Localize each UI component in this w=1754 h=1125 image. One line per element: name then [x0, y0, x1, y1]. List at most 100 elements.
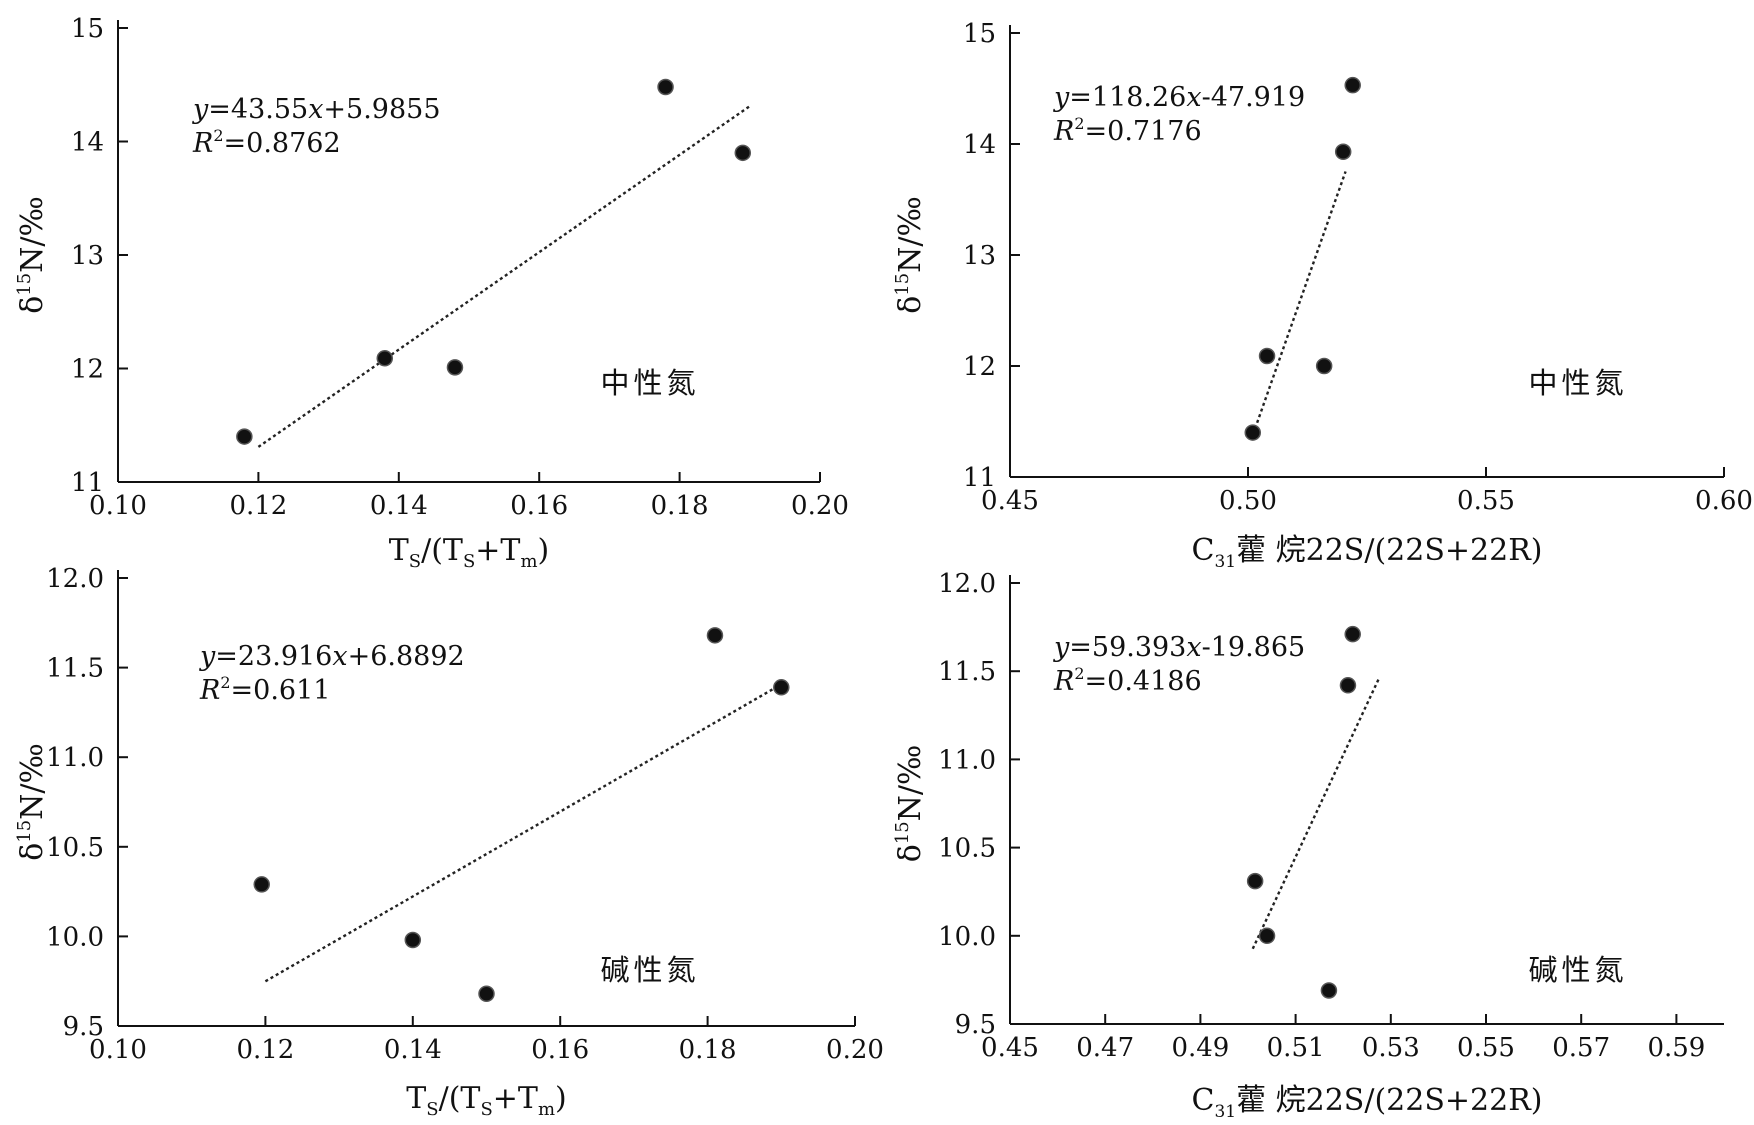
- data-point: [657, 78, 674, 96]
- trend-line: [1251, 678, 1380, 950]
- x-axis-title: TS/(TS+Tm): [406, 1081, 566, 1120]
- y-tick-label: 11.0: [46, 743, 104, 773]
- y-tick-label: 11: [71, 468, 104, 498]
- regression-equation-var: x: [1186, 82, 1201, 113]
- x-axis-title-part: 藿 烷22S/(22S+22R): [1236, 1083, 1542, 1118]
- r-squared-sup: 2: [1074, 664, 1084, 683]
- regression-equation-var: x: [332, 641, 347, 672]
- y-axis-title: δ15N/‰: [892, 745, 928, 863]
- y-axis-title-part: N/‰: [15, 196, 50, 273]
- regression-equation-part: +6.8892: [348, 641, 465, 672]
- category-label: 中性氮: [600, 366, 699, 400]
- regression-equation-var: y: [192, 94, 209, 125]
- x-axis-title-part: C: [1191, 1083, 1214, 1118]
- regression-equation-part: -19.865: [1202, 632, 1306, 663]
- regression-equation-var: x: [1186, 632, 1201, 663]
- regression-equation-var: y: [1053, 632, 1070, 663]
- data-point: [404, 931, 422, 949]
- category-label: 中性氮: [1528, 366, 1627, 400]
- regression-equation-part: =118.26: [1069, 82, 1186, 113]
- data-point: [1344, 625, 1361, 643]
- x-axis-title-part: ): [538, 533, 550, 568]
- regression-equation: y=23.916x+6.8892: [199, 641, 465, 672]
- data-point: [478, 985, 495, 1002]
- data-point: [1258, 927, 1276, 945]
- regression-equation: y=59.393x-19.865: [1053, 632, 1305, 663]
- x-tick-label: 0.10: [89, 491, 147, 521]
- y-axis-title-part: δ: [893, 296, 928, 314]
- r-squared-value: =0.4186: [1085, 666, 1202, 697]
- panel-top-right: 0.45 0.50 0.55 0.60 11 12 13 14 15 C31藿 烷22S/(22S…: [892, 19, 1753, 572]
- r-squared-var: R: [1053, 116, 1074, 147]
- x-tick-label: 0.12: [229, 491, 287, 521]
- panel-bottom-left: 0.10 0.12 0.14 0.16 0.18 0.20 9.5 10.0 10.5 11.0 1…: [14, 564, 884, 1120]
- y-tick-label: 15: [963, 19, 996, 49]
- x-tick-label: 0.16: [531, 1035, 589, 1065]
- y-axis-title-part: δ: [15, 843, 50, 861]
- y-tick-label: 11.5: [46, 654, 104, 684]
- data-point: [1339, 677, 1357, 694]
- r-squared-sup: 2: [1074, 114, 1084, 133]
- data-point: [1334, 143, 1352, 161]
- y-tick-label: 13: [71, 241, 104, 271]
- y-tick-label: 14: [71, 128, 104, 158]
- x-axis-title-sub: m: [520, 551, 537, 572]
- data-point: [1258, 347, 1276, 365]
- r-squared: R2=0.8762: [192, 126, 341, 159]
- x-tick-label: 0.55: [1457, 1033, 1515, 1063]
- x-axis-title-sub: 31: [1214, 1102, 1236, 1122]
- data-point: [1344, 76, 1361, 94]
- x-tick-label: 0.16: [510, 491, 568, 521]
- category-label: 碱性氮: [1528, 953, 1627, 987]
- x-tick-label: 0.20: [826, 1035, 884, 1065]
- y-tick-label: 14: [963, 130, 996, 160]
- x-tick-label: 0.18: [679, 1035, 737, 1065]
- y-tick-label: 11.5: [938, 657, 996, 687]
- data-point: [253, 876, 270, 893]
- y-tick-label: 12: [963, 352, 996, 382]
- r-squared-sup: 2: [220, 673, 230, 692]
- x-tick-label: 0.51: [1267, 1033, 1325, 1063]
- y-axis-title-sup: 15: [892, 821, 913, 844]
- x-tick-label: 0.10: [89, 1035, 147, 1065]
- x-axis-title-sub: S: [463, 551, 475, 572]
- y-axis-title-sup: 15: [14, 273, 35, 296]
- x-tick-label: 0.14: [370, 491, 428, 521]
- y-axis-title-sup: 15: [14, 820, 35, 843]
- panel-bottom-right: 0.45 0.47 0.49 0.51 0.53 0.55 0.57 0.59 9.5 10.0 1…: [892, 569, 1724, 1122]
- r-squared-var: R: [192, 128, 213, 159]
- x-axis-title-part: T: [389, 533, 409, 568]
- x-tick-label: 0.20: [791, 491, 849, 521]
- x-tick-label: 0.55: [1457, 486, 1515, 516]
- x-axis-title-part: +T: [493, 1081, 538, 1116]
- data-point: [773, 679, 790, 696]
- y-tick-label: 13: [963, 241, 996, 271]
- y-tick-label: 12: [71, 355, 104, 385]
- regression-equation-part: =43.55: [208, 94, 308, 125]
- x-tick-label: 0.47: [1076, 1033, 1134, 1063]
- r-squared-sup: 2: [213, 126, 223, 145]
- x-tick-label: 0.18: [651, 491, 709, 521]
- data-point: [1315, 357, 1333, 375]
- regression-equation-var: y: [199, 641, 216, 672]
- y-tick-label: 9.5: [63, 1012, 104, 1042]
- y-tick-label: 10.0: [46, 922, 104, 952]
- trend-line: [264, 683, 782, 983]
- y-tick-label: 12.0: [938, 569, 996, 599]
- y-axis-title-text: δ15N/‰: [14, 743, 50, 861]
- x-axis-title: C31藿 烷22S/(22S+22R): [1191, 1083, 1542, 1122]
- x-axis-title: C31藿 烷22S/(22S+22R): [1191, 533, 1542, 572]
- data-point: [1320, 982, 1338, 999]
- y-tick-label: 10.5: [46, 833, 104, 863]
- x-axis-title-sub: S: [480, 1099, 492, 1120]
- x-tick-label: 0.45: [981, 1033, 1039, 1063]
- y-tick-label: 10.0: [938, 922, 996, 952]
- data-point: [236, 428, 253, 445]
- y-tick-label: 15: [71, 14, 104, 44]
- y-axis-title-part: N/‰: [893, 196, 928, 273]
- regression-equation-part: +5.9855: [323, 94, 440, 125]
- y-axis-title-part: δ: [893, 844, 928, 862]
- r-squared: R2=0.7176: [1053, 114, 1202, 147]
- y-axis-title-part: δ: [15, 296, 50, 314]
